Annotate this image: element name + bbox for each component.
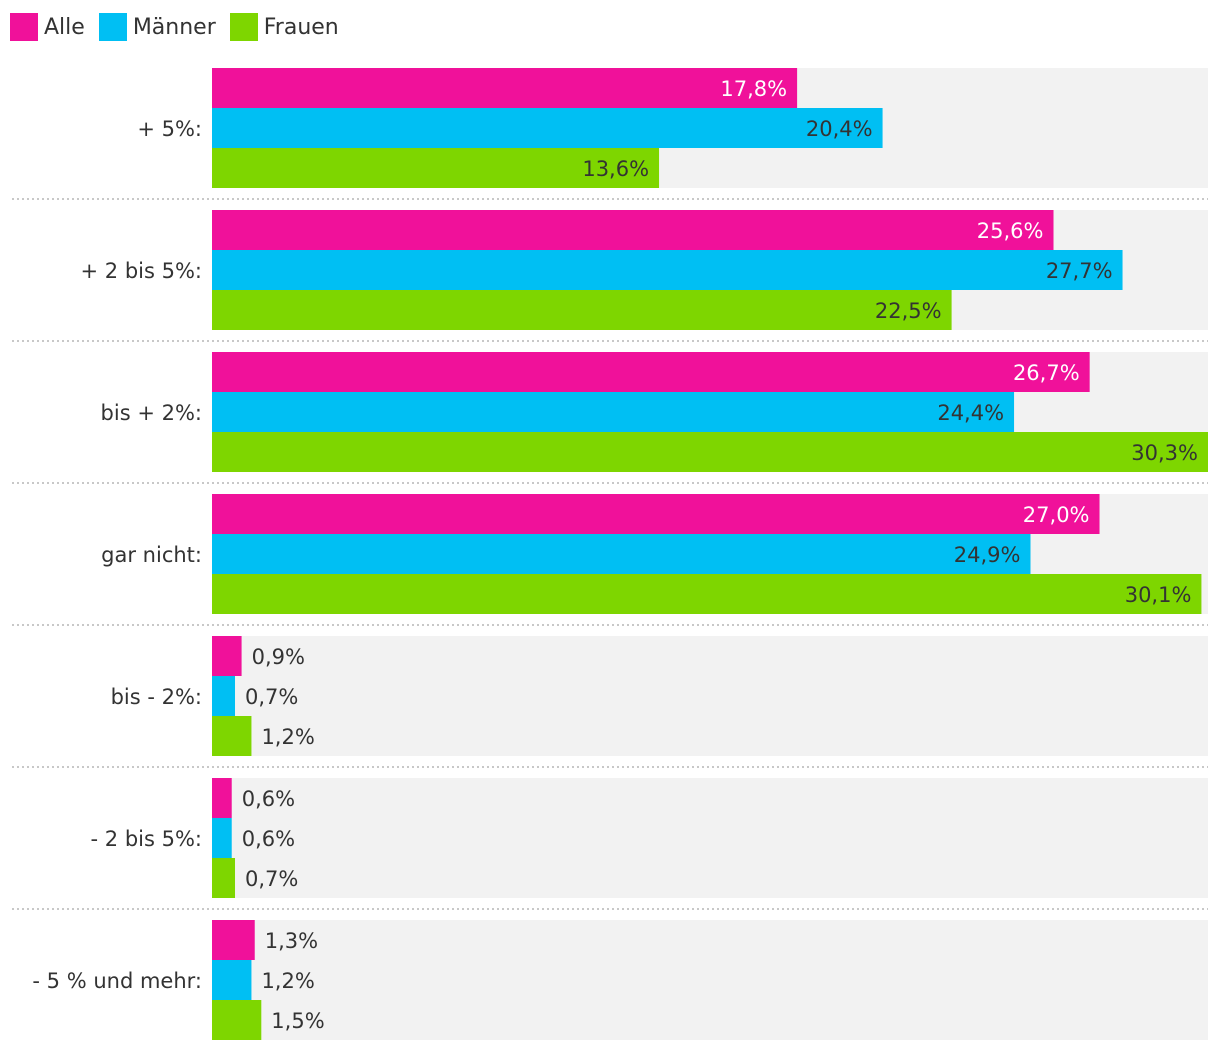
bar-frauen-5-und-mehr[interactable] (212, 1000, 262, 1040)
data-label-alle: 0,6% (242, 787, 295, 811)
data-label-m-nner: 0,6% (242, 827, 295, 851)
category-label: + 5%: (137, 117, 202, 141)
bar-m-nner-5[interactable] (212, 108, 883, 148)
legend-swatch-maenner (98, 13, 127, 41)
bar-m-nner-bis-2[interactable] (212, 392, 1015, 432)
bar-frauen-2-bis-5[interactable] (212, 290, 952, 330)
bar-m-nner-gar-nicht[interactable] (212, 534, 1031, 574)
bar-alle-5-und-mehr[interactable] (212, 920, 255, 960)
legend-swatch-frauen (229, 13, 258, 41)
bar-alle-bis-2[interactable] (212, 636, 242, 676)
category-label: + 2 bis 5%: (81, 259, 202, 283)
data-label-frauen: 1,2% (261, 725, 314, 749)
data-label-frauen: 13,6% (582, 157, 649, 181)
data-label-m-nner: 24,9% (954, 543, 1021, 567)
legend-label-maenner: Männer (132, 14, 216, 40)
data-label-alle: 1,3% (265, 929, 318, 953)
bar-frauen-gar-nicht[interactable] (212, 574, 1202, 614)
category-label: gar nicht: (101, 543, 202, 567)
data-label-frauen: 0,7% (245, 867, 298, 891)
bar-alle-2-bis-5[interactable] (212, 210, 1054, 250)
bar-alle-2-bis-5[interactable] (212, 778, 232, 818)
bar-m-nner-bis-2[interactable] (212, 676, 236, 716)
data-label-alle: 0,9% (252, 645, 305, 669)
row-background-5-und-mehr (212, 920, 1208, 1040)
row-background-bis-2 (212, 636, 1208, 756)
bar-alle-bis-2[interactable] (212, 352, 1090, 392)
bar-frauen-5[interactable] (212, 148, 660, 188)
category-label: - 2 bis 5%: (91, 827, 202, 851)
bar-m-nner-2-bis-5[interactable] (212, 818, 232, 858)
data-label-alle: 17,8% (720, 77, 787, 101)
data-label-alle: 26,7% (1013, 361, 1080, 385)
legend: Alle Männer Frauen (10, 12, 353, 42)
data-label-m-nner: 20,4% (806, 117, 873, 141)
data-label-frauen: 1,5% (271, 1009, 324, 1033)
bar-frauen-bis-2[interactable] (212, 716, 252, 756)
bar-alle-gar-nicht[interactable] (212, 494, 1100, 534)
legend-item-alle[interactable]: Alle (10, 13, 85, 41)
bar-alle-5[interactable] (212, 68, 798, 108)
bar-frauen-bis-2[interactable] (212, 432, 1208, 472)
data-label-alle: 27,0% (1023, 503, 1090, 527)
data-label-frauen: 22,5% (875, 299, 942, 323)
category-label: - 5 % und mehr: (32, 969, 202, 993)
category-label: bis - 2%: (111, 685, 202, 709)
legend-swatch-alle (10, 13, 38, 41)
legend-label-frauen: Frauen (263, 14, 339, 40)
data-label-frauen: 30,1% (1125, 583, 1192, 607)
row-background-2-bis-5 (212, 778, 1208, 898)
data-label-m-nner: 1,2% (261, 969, 314, 993)
data-label-m-nner: 24,4% (937, 401, 1004, 425)
bar-frauen-2-bis-5[interactable] (212, 858, 236, 898)
bar-m-nner-2-bis-5[interactable] (212, 250, 1123, 290)
category-label: bis + 2%: (101, 401, 202, 425)
data-label-m-nner: 0,7% (245, 685, 298, 709)
bar-m-nner-5-und-mehr[interactable] (212, 960, 252, 1000)
legend-item-maenner[interactable]: Männer (98, 13, 216, 41)
legend-item-frauen[interactable]: Frauen (229, 13, 339, 41)
data-label-frauen: 30,3% (1131, 441, 1198, 465)
data-label-m-nner: 27,7% (1046, 259, 1113, 283)
legend-label-alle: Alle (44, 14, 85, 40)
data-label-alle: 25,6% (977, 219, 1044, 243)
